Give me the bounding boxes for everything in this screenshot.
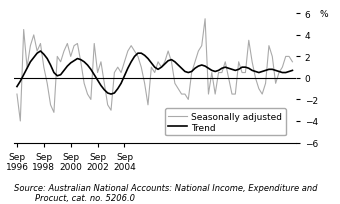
Trend [237,69,241,71]
Seasonally adjusted [15,93,19,96]
Trend [186,72,190,74]
Seasonally adjusted [290,61,294,64]
Line: Trend: Trend [17,52,292,95]
Legend: Seasonally adjusted, Trend: Seasonally adjusted, Trend [165,109,286,136]
Seasonally adjusted [183,93,187,96]
Line: Seasonally adjusted: Seasonally adjusted [17,20,292,121]
Trend [75,58,80,60]
Trend [58,74,63,76]
Seasonally adjusted [35,51,39,53]
Trend [290,70,294,72]
Seasonally adjusted [75,43,80,45]
Seasonally adjusted [237,61,241,64]
Trend [32,57,36,59]
Seasonally adjusted [203,18,207,21]
Seasonally adjusted [58,61,63,64]
Text: Source: Australian National Accounts: National Income, Expenditure and
        P: Source: Australian National Accounts: Na… [14,183,317,202]
Trend [15,86,19,88]
Trend [109,93,113,96]
Seasonally adjusted [220,72,224,74]
Y-axis label: %: % [320,10,328,19]
Trend [38,51,42,53]
Trend [220,68,224,70]
Seasonally adjusted [18,120,22,123]
